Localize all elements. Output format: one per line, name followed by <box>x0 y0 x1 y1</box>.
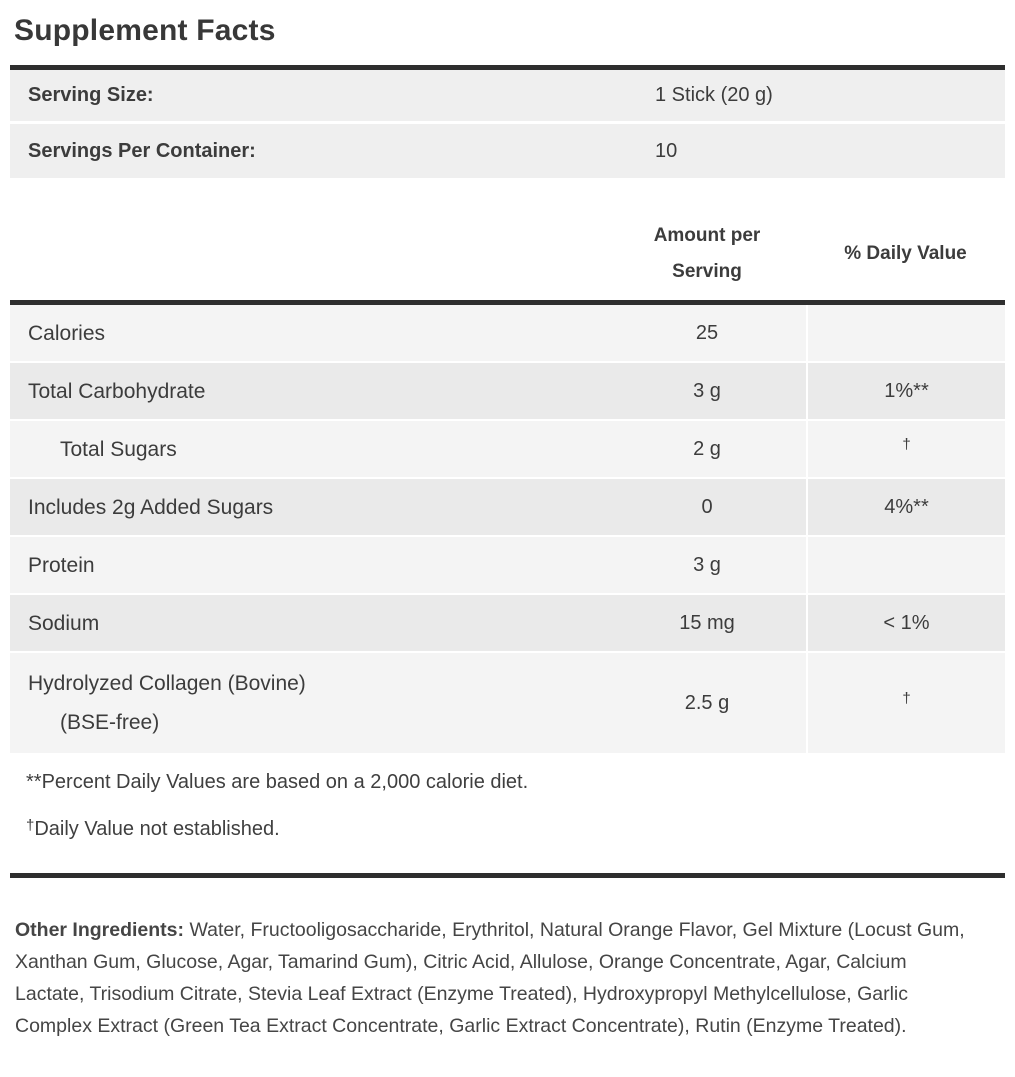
ingredients-rule <box>10 873 1005 878</box>
footnotes-section: **Percent Daily Values are based on a 2,… <box>10 755 1005 873</box>
row-added-sugars: Includes 2g Added Sugars 0 4%** <box>10 479 1005 537</box>
other-ingredients-label: Other Ingredients: <box>15 919 185 941</box>
daily-value: 4%** <box>806 479 1005 535</box>
serving-size-row: Serving Size: 1 Stick (20 g) <box>10 70 1005 124</box>
amount-value: 3 g <box>693 553 721 576</box>
daily-value <box>806 305 1005 361</box>
nutrition-table: Calories 25 Total Carbohydrate 3 g 1%** … <box>10 305 1005 755</box>
other-ingredients-text: Water, Fructooligosaccharide, Erythritol… <box>15 919 965 1037</box>
nutrient-label-line2: (BSE-free) <box>60 711 160 734</box>
servings-per-container-label: Servings Per Container: <box>28 139 256 162</box>
nutrient-label: Calories <box>28 321 106 345</box>
nutrient-label: Total Carbohydrate <box>28 379 206 403</box>
daily-value-header: % Daily Value <box>844 243 967 264</box>
other-ingredients: Other Ingredients: Water, Fructooligosac… <box>10 914 1005 1042</box>
page-title: Supplement Facts <box>14 14 276 47</box>
serving-info-section: Serving Size: 1 Stick (20 g) Servings Pe… <box>10 70 1005 178</box>
nutrient-label-line1: Hydrolyzed Collagen (Bovine) <box>28 672 306 695</box>
nutrient-label: Sodium <box>28 611 100 635</box>
daily-value: † <box>806 653 1005 753</box>
row-calories: Calories 25 <box>10 305 1005 363</box>
nutrient-label: Includes 2g Added Sugars <box>28 495 274 519</box>
servings-per-container-value: 10 <box>655 139 678 162</box>
footnote-daily-values: **Percent Daily Values are based on a 2,… <box>26 771 529 793</box>
daily-value: † <box>806 421 1005 477</box>
footnote-marker: † <box>26 817 35 834</box>
footnote-dagger: †Daily Value not established. <box>26 817 280 840</box>
daily-value <box>806 537 1005 593</box>
title-rule <box>10 65 1005 70</box>
amount-value: 2.5 g <box>684 691 730 714</box>
daily-value: 1%** <box>806 363 1005 419</box>
nutrient-label: Total Sugars <box>60 437 177 461</box>
amount-value: 15 mg <box>679 611 735 634</box>
row-sodium: Sodium 15 mg < 1% <box>10 595 1005 653</box>
serving-size-value: 1 Stick (20 g) <box>655 84 773 106</box>
row-hydrolyzed-collagen: Hydrolyzed Collagen (Bovine) (BSE-free) … <box>10 653 1005 755</box>
amount-value: 0 <box>701 495 713 518</box>
amount-per-serving-header: Amount per Serving <box>653 225 761 282</box>
nutrient-label: Hydrolyzed Collagen (Bovine) (BSE-free) <box>10 664 608 742</box>
amount-value: 25 <box>695 321 719 344</box>
amount-value: 2 g <box>693 437 721 460</box>
amount-value: 3 g <box>693 379 721 402</box>
row-protein: Protein 3 g <box>10 537 1005 595</box>
row-total-sugars: Total Sugars 2 g † <box>10 421 1005 479</box>
table-column-headers: Amount per Serving % Daily Value <box>10 210 1005 300</box>
header-rule <box>10 300 1005 305</box>
serving-size-label: Serving Size: <box>28 84 154 106</box>
row-total-carbohydrate: Total Carbohydrate 3 g 1%** <box>10 363 1005 421</box>
footnote-marker: ** <box>26 771 42 793</box>
supplement-facts-panel: Supplement Facts Serving Size: 1 Stick (… <box>10 14 1005 1042</box>
daily-value: < 1% <box>806 595 1005 651</box>
nutrient-label: Protein <box>28 553 95 577</box>
servings-per-container-row: Servings Per Container: 10 <box>10 124 1005 178</box>
